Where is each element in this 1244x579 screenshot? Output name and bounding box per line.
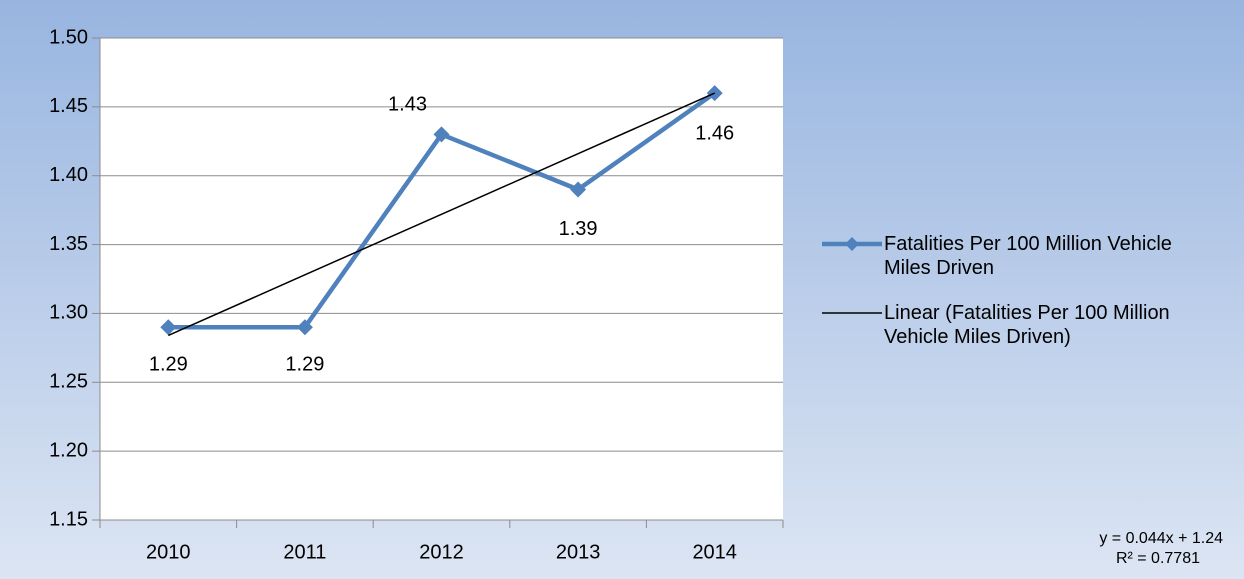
y-tick-label: 1.50 — [49, 26, 88, 48]
data-label: 1.46 — [695, 122, 734, 144]
y-tick-label: 1.20 — [49, 439, 88, 461]
data-label: 1.29 — [149, 353, 188, 375]
legend-marker — [845, 237, 859, 251]
trend-line — [167, 92, 716, 337]
x-tick-label: 2011 — [283, 541, 326, 563]
legend-label: Linear (Fatalities Per 100 Million Vehic… — [884, 302, 1170, 348]
y-tick-label: 1.35 — [49, 233, 88, 255]
legend-label: Fatalities Per 100 Million Vehicle Miles… — [884, 233, 1172, 279]
data-label: 1.29 — [285, 353, 324, 375]
y-tick-label: 1.30 — [49, 302, 88, 324]
marker — [296, 319, 313, 336]
marker — [570, 181, 587, 198]
x-tick-label: 2010 — [146, 541, 191, 563]
y-tick-label: 1.40 — [49, 164, 88, 186]
y-tick-label: 1.15 — [49, 508, 88, 530]
marker — [433, 126, 450, 143]
x-tick-label: 2013 — [556, 541, 601, 563]
marker — [160, 319, 177, 336]
trend-equation: y = 0.044x + 1.24 — [1099, 530, 1223, 547]
x-tick-label: 2014 — [692, 541, 737, 563]
data-label: 1.43 — [388, 94, 427, 116]
data-label: 1.39 — [559, 218, 598, 240]
y-tick-label: 1.45 — [49, 95, 88, 117]
r-squared: R² = 0.7781 — [1115, 550, 1200, 567]
x-tick-label: 2012 — [419, 541, 464, 563]
y-tick-label: 1.25 — [49, 371, 88, 393]
plot-area — [100, 38, 783, 520]
